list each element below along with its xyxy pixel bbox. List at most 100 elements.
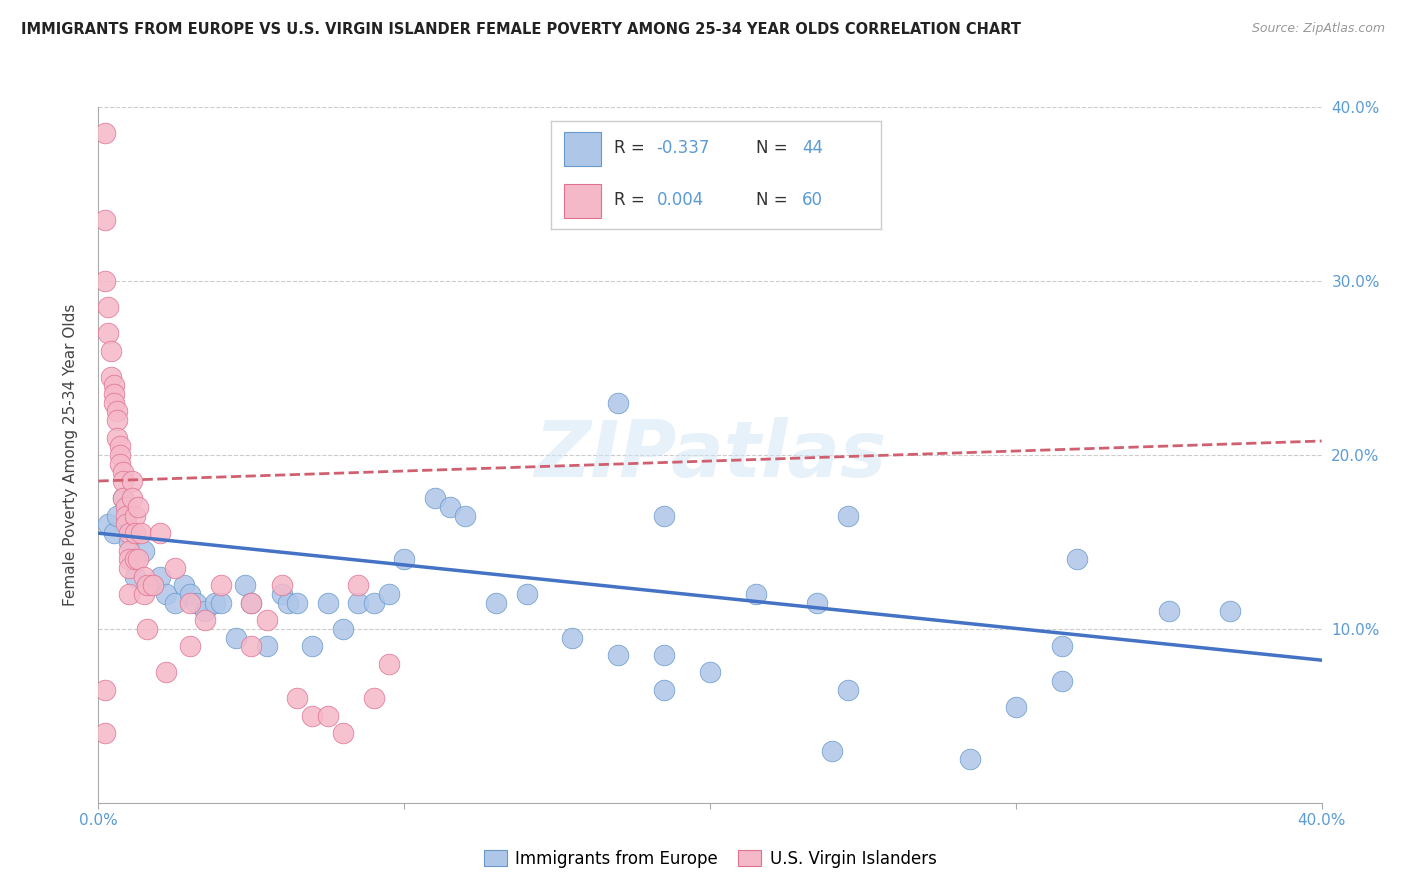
Point	[347, 596, 370, 610]
Point	[155, 587, 177, 601]
Text: 44: 44	[801, 139, 823, 158]
Point	[439, 500, 461, 514]
Point	[301, 639, 323, 653]
Y-axis label: Female Poverty Among 25-34 Year Olds: Female Poverty Among 25-34 Year Olds	[63, 304, 77, 606]
Point	[1219, 605, 1241, 619]
Text: 60: 60	[801, 191, 823, 210]
Point	[240, 596, 263, 610]
Point	[607, 648, 630, 662]
Point	[115, 517, 138, 532]
Point	[209, 578, 232, 592]
Point	[149, 526, 172, 541]
Point	[118, 587, 141, 601]
Point	[134, 570, 156, 584]
Point	[142, 578, 165, 592]
Point	[363, 691, 385, 706]
Point	[301, 708, 323, 723]
Point	[118, 526, 141, 541]
Point	[124, 526, 146, 541]
Point	[134, 543, 156, 558]
Point	[142, 578, 165, 592]
Point	[129, 526, 152, 541]
Text: R =: R =	[614, 139, 650, 158]
Text: -0.337: -0.337	[657, 139, 710, 158]
Point	[240, 639, 263, 653]
Point	[118, 552, 141, 566]
Point	[233, 578, 256, 592]
Point	[347, 578, 370, 592]
Text: ZIPatlas: ZIPatlas	[534, 417, 886, 493]
Bar	[564, 132, 600, 166]
Point	[277, 596, 299, 610]
Point	[127, 500, 149, 514]
Point	[115, 500, 138, 514]
Point	[115, 508, 138, 523]
Point	[103, 378, 125, 392]
Point	[93, 682, 115, 697]
Text: N =: N =	[756, 191, 793, 210]
Point	[103, 387, 125, 401]
Point	[1066, 552, 1088, 566]
Point	[378, 587, 401, 601]
Point	[240, 596, 263, 610]
Point	[225, 631, 247, 645]
Point	[837, 682, 859, 697]
Point	[134, 587, 156, 601]
Point	[111, 474, 134, 488]
Point	[837, 508, 859, 523]
Point	[127, 552, 149, 566]
Point	[111, 491, 134, 506]
Point	[105, 413, 128, 427]
Point	[285, 691, 308, 706]
Point	[163, 561, 186, 575]
Point	[155, 665, 177, 680]
Point	[97, 326, 120, 340]
Point	[378, 657, 401, 671]
Point	[93, 213, 115, 227]
Point	[108, 457, 131, 471]
Bar	[564, 184, 600, 218]
Point	[316, 708, 339, 723]
Point	[105, 508, 128, 523]
Point	[118, 561, 141, 575]
Legend: Immigrants from Europe, U.S. Virgin Islanders: Immigrants from Europe, U.S. Virgin Isla…	[477, 843, 943, 874]
Point	[256, 639, 278, 653]
Point	[103, 396, 125, 410]
Point	[454, 508, 477, 523]
Point	[179, 587, 201, 601]
Point	[1050, 674, 1073, 689]
Point	[363, 596, 385, 610]
Point	[124, 508, 146, 523]
Text: N =: N =	[756, 139, 793, 158]
Point	[1157, 605, 1180, 619]
Point	[136, 622, 159, 636]
Text: Source: ZipAtlas.com: Source: ZipAtlas.com	[1251, 22, 1385, 36]
Point	[93, 274, 115, 288]
Point	[124, 570, 146, 584]
Point	[392, 552, 416, 566]
Point	[1004, 700, 1026, 714]
Point	[97, 517, 120, 532]
Point	[121, 491, 143, 506]
Point	[745, 587, 768, 601]
Point	[270, 578, 292, 592]
Point	[485, 596, 508, 610]
Point	[136, 578, 159, 592]
Point	[108, 448, 131, 462]
Point	[806, 596, 828, 610]
Point	[285, 596, 308, 610]
Point	[118, 543, 141, 558]
Point	[108, 439, 131, 453]
Point	[332, 726, 354, 740]
Point	[516, 587, 538, 601]
Point	[149, 570, 172, 584]
Point	[111, 466, 134, 480]
Point	[179, 639, 201, 653]
Point	[173, 578, 195, 592]
Point	[652, 508, 675, 523]
Point	[332, 622, 354, 636]
Point	[652, 648, 675, 662]
Point	[959, 752, 981, 766]
Point	[100, 343, 122, 358]
Point	[179, 596, 201, 610]
